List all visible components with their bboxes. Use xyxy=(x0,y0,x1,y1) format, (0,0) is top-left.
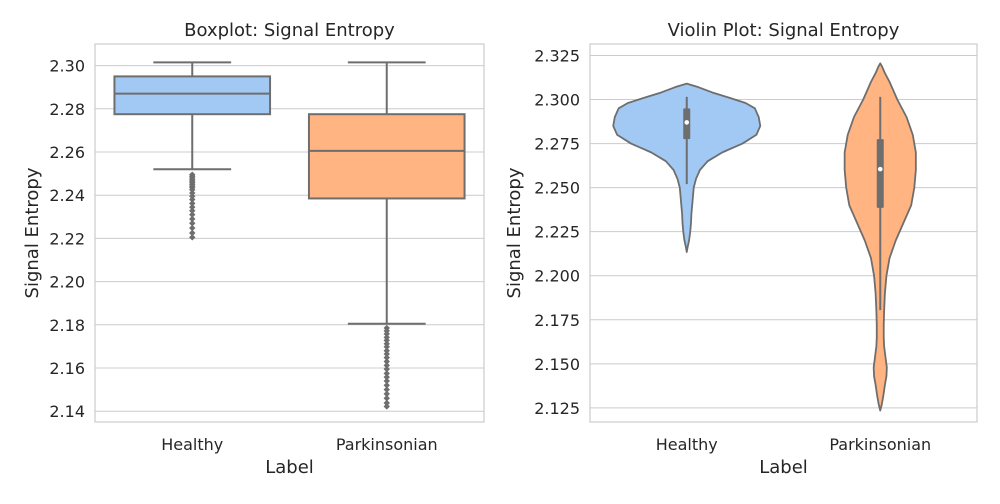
y-tick-label: 2.16 xyxy=(49,359,85,378)
y-tick-label: 2.125 xyxy=(534,399,580,418)
outlier-point xyxy=(189,193,196,200)
outlier-point xyxy=(383,347,390,354)
y-tick-label: 2.18 xyxy=(49,316,85,335)
outlier-point xyxy=(189,186,196,193)
y-axis-label: Signal Entropy xyxy=(504,167,525,298)
outlier-point xyxy=(383,377,390,385)
outlier-point xyxy=(383,362,390,369)
outlier-point xyxy=(383,395,390,402)
violin-group xyxy=(612,82,762,253)
outlier-point xyxy=(189,224,196,232)
y-axis-label: Signal Entropy xyxy=(22,167,43,298)
outlier-point xyxy=(383,343,390,351)
x-tick-label: Healthy xyxy=(656,435,718,454)
box-group xyxy=(307,61,466,410)
y-tick-label: 2.250 xyxy=(534,179,580,198)
outlier-point xyxy=(383,350,390,358)
outlier-point xyxy=(189,234,196,241)
box xyxy=(113,75,272,116)
y-tick-label: 2.225 xyxy=(534,223,580,242)
outlier-point xyxy=(189,207,196,214)
y-tick-label: 2.14 xyxy=(49,402,85,421)
chart-title: Boxplot: Signal Entropy xyxy=(184,20,395,41)
y-tick-label: 2.24 xyxy=(49,186,85,205)
outlier-point xyxy=(383,390,390,398)
outlier-point xyxy=(189,215,196,223)
y-tick-label: 2.300 xyxy=(534,91,580,110)
outlier-point xyxy=(189,196,196,203)
y-tick-label: 2.28 xyxy=(49,100,85,119)
y-tick-label: 2.275 xyxy=(534,135,580,154)
x-axis-label: Label xyxy=(265,457,314,478)
outlier-point xyxy=(189,189,196,197)
outlier-point xyxy=(383,358,390,365)
x-tick-label: Parkinsonian xyxy=(336,435,438,454)
plot-frame xyxy=(589,43,978,423)
outlier-point xyxy=(383,382,390,389)
y-tick-label: 2.150 xyxy=(534,355,580,374)
x-tick-label: Parkinsonian xyxy=(829,435,931,454)
outlier-point xyxy=(189,229,196,237)
y-tick-label: 2.30 xyxy=(49,57,85,76)
outlier-point xyxy=(383,373,390,381)
chart-title: Violin Plot: Signal Entropy xyxy=(668,20,900,41)
outlier-point xyxy=(189,203,196,211)
violin-median-point xyxy=(684,120,690,125)
violin-iqr-box xyxy=(876,139,884,208)
outlier-point xyxy=(189,220,196,227)
y-tick-label: 2.200 xyxy=(534,267,580,286)
x-axis-label: Label xyxy=(759,457,808,478)
y-tick-label: 2.20 xyxy=(49,273,85,292)
outlier-point xyxy=(383,403,390,410)
violin-panel: 2.125 2.150 2.175 2.200 2.225 2.250 2.275 2.300… xyxy=(504,20,978,478)
outlier-point xyxy=(383,330,390,338)
violin-median-point xyxy=(877,166,883,172)
plot-frame xyxy=(94,43,485,423)
outlier-point xyxy=(383,399,390,407)
y-tick-label: 2.325 xyxy=(534,46,580,65)
y-tick-label: 2.175 xyxy=(534,311,580,330)
outlier-point xyxy=(189,200,196,207)
outlier-point xyxy=(383,370,390,377)
y-tick-label: 2.22 xyxy=(49,229,85,248)
y-tick-label: 2.26 xyxy=(49,143,85,162)
boxplot-panel: 2.14 2.16 2.18 2.20 2.22 2.24 2.26 2.28 2.30 Heal… xyxy=(22,20,485,478)
x-tick-label: Healthy xyxy=(161,435,223,454)
outlier-point xyxy=(383,365,390,373)
box xyxy=(307,113,466,200)
box-group xyxy=(113,61,272,241)
outlier-point xyxy=(383,337,390,344)
outlier-point xyxy=(189,211,196,218)
violin-group xyxy=(843,62,917,412)
outlier-point xyxy=(383,386,390,393)
outlier-point xyxy=(383,354,390,361)
